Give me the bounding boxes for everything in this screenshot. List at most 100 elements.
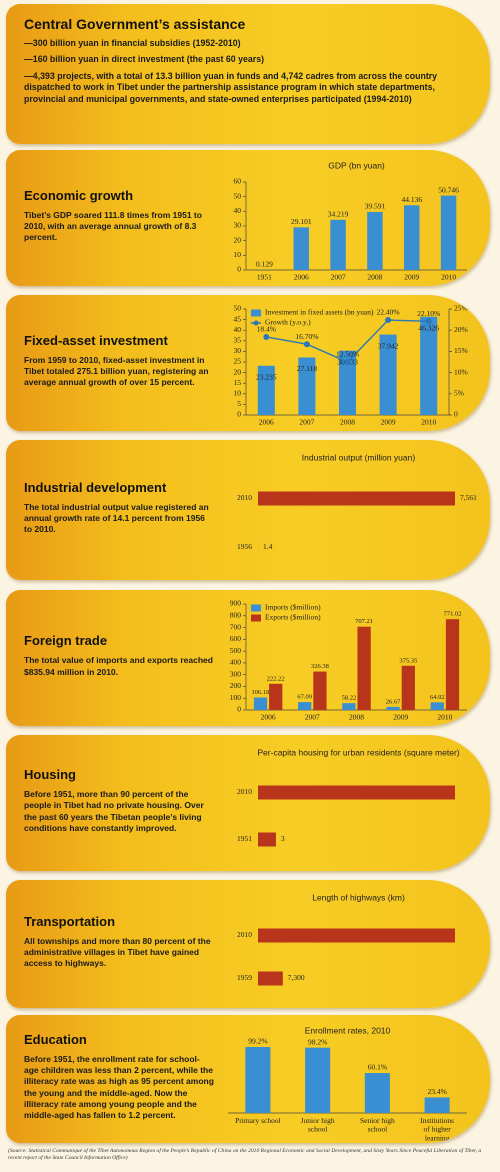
panel-heading: Industrial development <box>24 479 167 495</box>
panel-text: Housing Before 1951, more than 90 percent… <box>24 735 214 871</box>
line-point <box>303 341 310 348</box>
y2-tick-label: 15% <box>454 346 468 355</box>
legend-label: Growth (y.o.y.) <box>265 318 311 327</box>
panel-heading: Fixed-asset investment <box>24 332 168 348</box>
x-tick-label: 2007 <box>305 713 320 722</box>
panel: Central Government’s assistance —300 bill… <box>6 4 490 144</box>
panel: Housing Before 1951, more than 90 percent… <box>6 735 490 871</box>
value-label: 44.136 <box>401 195 422 204</box>
value-label: 58.22 <box>342 695 357 702</box>
y-tick-label: 2010 <box>237 493 252 502</box>
value-label: 106.18 <box>252 689 270 696</box>
panel: Industrial development The total industri… <box>6 440 490 580</box>
y-tick-label: 500 <box>230 646 242 655</box>
bar <box>401 665 415 710</box>
panel-text: Industrial development The total industri… <box>24 440 214 580</box>
value-label: 98.2% <box>308 1037 327 1046</box>
bar <box>258 491 455 506</box>
y-tick-label: 10 <box>234 250 242 259</box>
line-point <box>263 333 270 340</box>
value-label: 67.09 <box>297 694 312 701</box>
point-label: 22.10% <box>417 309 440 318</box>
y-tick-label: 400 <box>230 658 242 667</box>
panel-body: —300 billion yuan in financial subsidies… <box>24 38 241 48</box>
value-label: 64.92 <box>430 694 445 701</box>
value-label: 222.22 <box>267 675 285 682</box>
panel-heading: Transportation <box>24 913 116 929</box>
x-tick-label: 2006 <box>259 418 274 427</box>
panel-heading: Foreign trade <box>24 633 108 649</box>
panel: Economic growth Tibet’s GDP soared 111.8 … <box>6 150 490 286</box>
y-tick-label: 900 <box>230 599 242 608</box>
panel-text: Central Government’s assistance —300 bill… <box>24 4 464 144</box>
y-tick-label: 1956 <box>237 542 252 551</box>
x-tick-label: 2008 <box>367 273 382 282</box>
line-point <box>344 359 351 365</box>
legend-swatch <box>253 320 259 326</box>
panel-heading: Housing <box>24 767 76 783</box>
y-tick-label: 2010 <box>237 930 252 939</box>
y-tick-label: 1951 <box>237 834 252 843</box>
legend-label: Investment in fixed assets (bn yuan) <box>265 308 374 317</box>
panel-text: Education Before 1951, the enrollment rat… <box>24 1015 214 1143</box>
bar <box>445 619 460 710</box>
chart: GDP (bn yuan) 0 10 20 30 40 50 60 1951 2006 2007 20… <box>234 160 467 282</box>
panel-body: From 1959 to 2010, fixed-asset investmen… <box>24 354 209 388</box>
x-tick-label: 2006 <box>294 273 309 282</box>
y2-tick-label: 0 <box>454 410 458 419</box>
bar <box>305 1047 331 1113</box>
value-label: 26.67 <box>386 698 401 705</box>
value-label: 23.4% <box>427 1087 446 1096</box>
y-tick-label: 600 <box>230 634 242 643</box>
bar <box>420 316 438 415</box>
y-tick-label: 800 <box>230 610 242 619</box>
value-label: 707.21 <box>355 618 373 625</box>
x-tick-label: Institutions of higher learning <box>420 1116 454 1142</box>
y2-tick-label: 5% <box>454 389 464 398</box>
value-label: 29.101 <box>291 217 312 226</box>
legend-swatch <box>251 614 261 622</box>
bar <box>298 702 312 710</box>
chart: Industrial output (million yuan) 2010 7,56… <box>237 452 477 555</box>
chart-title: Length of highways (km) <box>312 892 405 902</box>
y-tick-label: 20 <box>234 367 242 376</box>
bar <box>258 832 276 847</box>
value-label: 7,561 <box>460 493 477 502</box>
y-tick-label: 15 <box>234 378 242 387</box>
x-tick-label: 2010 <box>437 713 452 722</box>
panel: Fixed-asset investment From 1959 to 2010,… <box>6 295 490 431</box>
panel-text: Fixed-asset investment From 1959 to 2010,… <box>24 295 214 431</box>
chart-title: Industrial output (million yuan) <box>302 452 416 462</box>
bar <box>386 706 400 710</box>
y-tick-label: 50 <box>234 191 242 200</box>
bar <box>253 697 268 710</box>
legend-swatch <box>251 309 261 317</box>
bar <box>357 626 371 710</box>
value-label: 7,300 <box>288 973 305 982</box>
panel-heading: Economic growth <box>24 187 134 203</box>
y-tick-label: 45 <box>234 314 242 323</box>
x-tick-label: Primary school <box>235 1116 281 1125</box>
bar <box>342 703 356 710</box>
value-label: 27.118 <box>297 364 318 373</box>
x-tick-label: 2010 <box>441 273 456 282</box>
x-tick-label: Junior high school <box>301 1116 335 1134</box>
panel-body: The total industrial output value regist… <box>24 501 209 535</box>
bar <box>313 671 327 710</box>
y-tick-label: 1959 <box>237 973 252 982</box>
panel-body: —160 billion yuan in direct investment (… <box>24 54 265 65</box>
bar <box>293 227 309 270</box>
y-tick-label: 0 <box>237 410 241 419</box>
bar <box>424 1097 450 1113</box>
y-tick-label: 100 <box>230 693 242 702</box>
y-tick-label: 700 <box>230 622 242 631</box>
chart: Per-capita housing for urban residents (… <box>237 747 460 847</box>
value-label: 37.942 <box>378 341 399 350</box>
value-label: 60.1% <box>368 1063 387 1072</box>
panel: Foreign trade The total value of imports … <box>6 590 490 726</box>
panel-body: —4,393 projects, with a total of 13.3 bi… <box>24 70 438 104</box>
x-tick-label: 2006 <box>261 713 276 722</box>
y-tick-label: 10 <box>234 389 242 398</box>
x-tick-label: 2007 <box>331 273 346 282</box>
bar <box>367 211 383 270</box>
